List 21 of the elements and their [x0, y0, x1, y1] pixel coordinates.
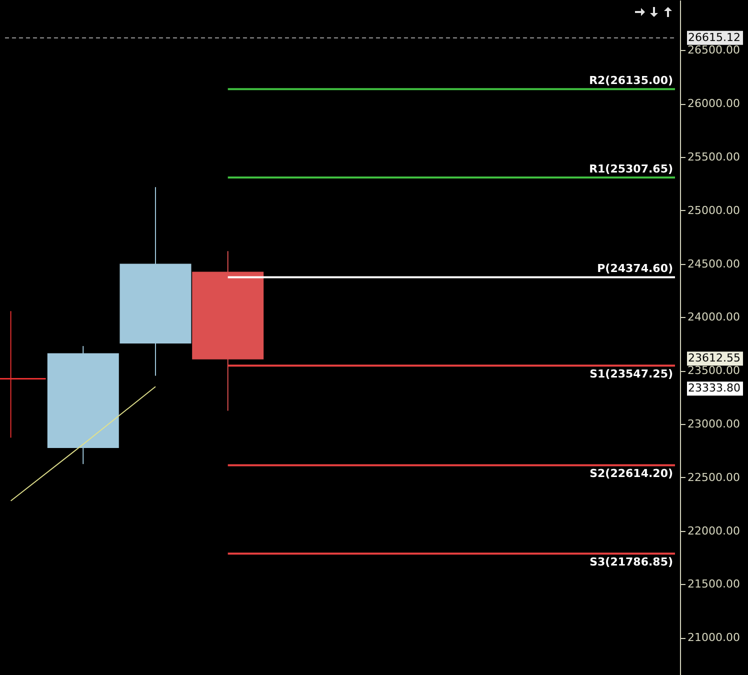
ref-line-label: S3(21786.85) — [590, 556, 673, 569]
y-tick-label: 24500.00 — [688, 257, 740, 270]
y-tick-label: 25000.00 — [688, 204, 740, 217]
y-tick-label: 23000.00 — [688, 418, 740, 431]
y-tick-label: 21000.00 — [688, 631, 740, 644]
ref-line-label: 26615.12 — [688, 30, 740, 44]
y-tick-label: 23500.00 — [688, 364, 740, 378]
y-tick-label: 22500.00 — [688, 470, 740, 484]
annotation: 23333.80 — [688, 382, 740, 395]
ref-line-label: S1(23547.25) — [590, 368, 673, 381]
annotation: 23612.55 — [688, 352, 740, 365]
y-tick-label: 26500.00 — [688, 44, 740, 57]
y-tick-label: 25500.00 — [688, 150, 740, 164]
y-tick-label: 21500.00 — [688, 578, 740, 591]
ref-line-label: P(24374.60) — [597, 262, 673, 276]
y-tick-label: 22000.00 — [688, 524, 740, 538]
ref-line-label: R1(25307.65) — [589, 162, 673, 176]
ref-line-label: S2(22614.20) — [590, 467, 673, 480]
y-tick-label: 26000.00 — [688, 97, 740, 110]
ref-line-label: R2(26135.00) — [589, 74, 673, 88]
y-tick-label: 24000.00 — [688, 310, 740, 324]
